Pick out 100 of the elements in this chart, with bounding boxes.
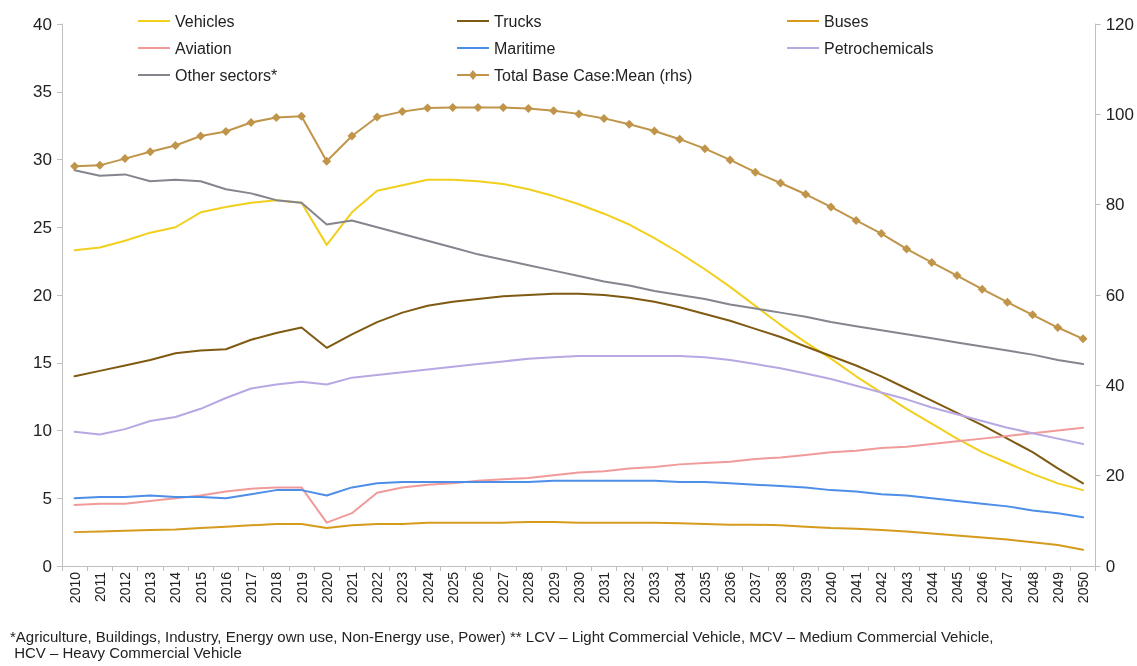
x-tick-label: 2036: [722, 571, 739, 604]
legend-label: Vehicles: [175, 12, 235, 30]
x-tick-label: 2046: [974, 571, 991, 604]
line-series: [73, 178, 1085, 492]
line-series: [73, 479, 1085, 519]
point: [902, 244, 912, 254]
point: [322, 156, 332, 166]
x-tick-label: 2011: [91, 571, 108, 603]
point: [876, 229, 886, 239]
line-series: [73, 520, 1085, 551]
x-tick-label: 2021: [343, 571, 360, 604]
legend-label: Maritime: [494, 39, 556, 57]
point: [700, 144, 710, 154]
x-tick-label: 2048: [1024, 571, 1041, 604]
point: [675, 134, 685, 144]
point: [725, 155, 735, 165]
x-tick-label: 2026: [469, 571, 486, 604]
x-tick-label: 2033: [646, 571, 663, 604]
x-tick-label: 2024: [419, 571, 436, 604]
y2-tick-label: 20: [1105, 466, 1125, 486]
y-tick-label: 30: [33, 150, 52, 169]
point: [952, 271, 962, 281]
point: [423, 103, 433, 113]
x-tick-label: 2043: [898, 571, 915, 604]
x-tick-label: 2012: [117, 571, 134, 604]
point: [776, 178, 785, 188]
y-tick-label: 35: [33, 82, 52, 102]
x-tick-label: 2032: [621, 571, 638, 604]
y2-tick-label: 40: [1105, 375, 1125, 395]
y-tick-label: 5: [42, 488, 52, 508]
x-tick-label: 2018: [268, 571, 285, 604]
x-tick-label: 2038: [772, 571, 789, 604]
point: [851, 215, 861, 225]
x-tick-label: 2035: [696, 571, 713, 604]
x-tick-label: 2034: [671, 571, 688, 604]
y-tick-label: 40: [33, 14, 52, 34]
y-tick-label: 0: [42, 556, 52, 576]
point: [372, 112, 382, 122]
point: [448, 103, 458, 113]
y2-tick-label: 80: [1105, 195, 1125, 215]
y2-tick-label: 120: [1105, 14, 1135, 34]
point: [1028, 310, 1038, 320]
x-tick-label: 2044: [923, 571, 940, 604]
x-tick-label: 2025: [444, 571, 461, 604]
line-series: [73, 292, 1085, 485]
point: [95, 160, 105, 170]
point: [624, 119, 634, 129]
x-tick-label: 2016: [217, 571, 234, 604]
point: [347, 131, 357, 141]
x-tick-label: 2015: [192, 571, 209, 604]
point: [246, 117, 256, 127]
x-tick-label: 2049: [1049, 571, 1066, 604]
point: [498, 103, 508, 113]
y-tick-label: 20: [33, 285, 52, 305]
x-tick-label: 2023: [394, 571, 411, 604]
point: [523, 103, 533, 113]
point: [977, 284, 987, 294]
legend-label: Aviation: [175, 39, 232, 57]
legend-label: Buses: [824, 12, 869, 30]
point: [221, 127, 231, 136]
point: [170, 141, 180, 150]
point: [801, 189, 811, 199]
point: [574, 109, 584, 119]
point: [473, 103, 483, 113]
x-tick-label: 2050: [1075, 571, 1092, 604]
point: [549, 106, 559, 116]
x-tick-label: 2029: [545, 571, 562, 604]
y-tick-label: 25: [33, 217, 52, 237]
x-tick-label: 2031: [596, 571, 613, 604]
legend-label: Petrochemicals: [824, 39, 934, 57]
line-series: [73, 354, 1085, 446]
point: [196, 131, 206, 141]
x-tick-label: 2017: [243, 571, 260, 604]
text: *Agriculture, Buildings, Industry, Energy own use, Non-Energy use, Power) ** LCV – Light Commercial Vehicle, MCV – Medium Commercial Vehicle, HCV – Heavy Commercial Vehicle: [10, 627, 994, 661]
x-tick-label: 2042: [873, 571, 890, 604]
x-tick-label: 2010: [66, 571, 83, 604]
point: [1002, 297, 1012, 307]
point: [70, 161, 80, 171]
y2-tick-label: 100: [1105, 104, 1135, 124]
x-tick-label: 2022: [369, 571, 386, 604]
line-series: [73, 426, 1085, 524]
x-tick-label: 2039: [797, 571, 814, 604]
point: [826, 202, 836, 212]
x-tick-label: 2037: [747, 571, 764, 604]
legend-label: Trucks: [494, 12, 542, 30]
y2-tick-label: 0: [1105, 556, 1116, 576]
y2-tick-label: 60: [1105, 285, 1125, 305]
point: [750, 167, 760, 177]
legend-label: Total Base Case:Mean (rhs): [494, 66, 693, 84]
point: [145, 147, 155, 157]
x-tick-label: 2013: [142, 571, 159, 604]
point: [397, 107, 407, 117]
point: [927, 257, 937, 267]
point: [1078, 334, 1088, 344]
x-tick-label: 2019: [293, 571, 310, 604]
point: [297, 111, 306, 121]
x-tick-label: 2020: [318, 571, 335, 604]
x-tick-label: 2014: [167, 571, 184, 604]
point: [1053, 323, 1063, 333]
legend-label: Other sectors*: [175, 66, 278, 84]
